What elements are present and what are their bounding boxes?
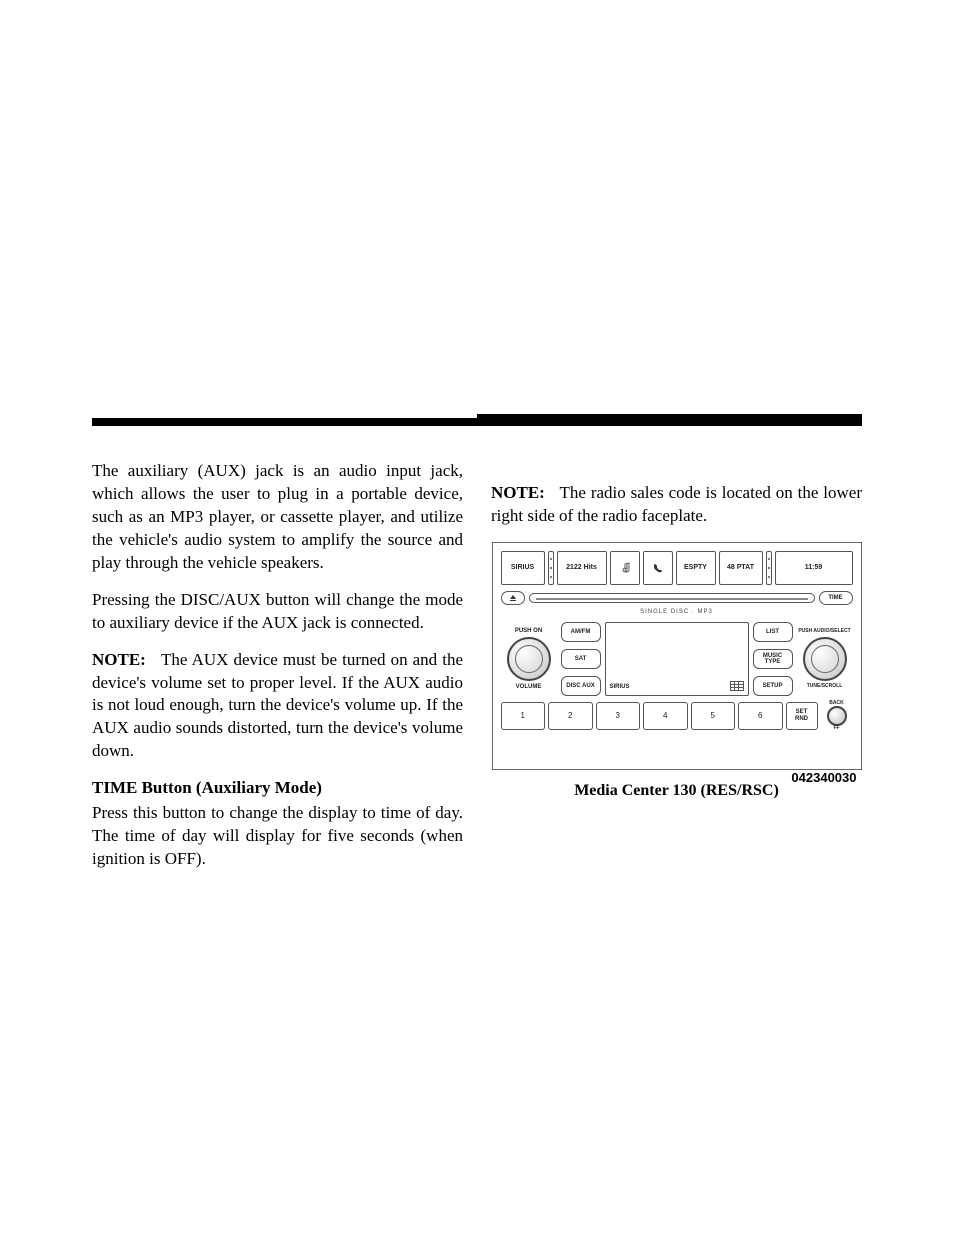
left-column: The auxiliary (AUX) jack is an audio inp… xyxy=(92,460,463,871)
seek-knob[interactable] xyxy=(827,706,847,726)
seek-knob-block: BACK FF xyxy=(821,702,853,730)
back-label: BACK xyxy=(821,700,853,707)
radio-faceplate-image: SIRIUS 2122 Hits ESPTY 48 PTAT 11:59 xyxy=(492,542,862,770)
list-button[interactable]: LIST xyxy=(753,622,793,642)
header-rule xyxy=(92,418,862,426)
preset-5-button[interactable]: 5 xyxy=(691,702,736,730)
set-rnd-button[interactable]: SET RND xyxy=(786,702,818,730)
volume-knob[interactable] xyxy=(507,637,551,681)
rnd-label: RND xyxy=(795,716,808,723)
tune-knob-bottom-label: TUNE/SCROLL xyxy=(807,683,843,690)
radio-lcd-row: SIRIUS 2122 Hits ESPTY 48 PTAT 11:59 xyxy=(501,551,853,585)
sat-button[interactable]: SAT xyxy=(561,649,601,669)
preset-row: 1 2 3 4 5 6 SET RND BACK FF xyxy=(501,702,853,730)
radio-figure: SIRIUS 2122 Hits ESPTY 48 PTAT 11:59 xyxy=(491,542,862,802)
preset-4-button[interactable]: 4 xyxy=(643,702,688,730)
lcd-ptat: 48 PTAT xyxy=(719,551,763,585)
note-body xyxy=(151,650,161,669)
lcd-mode: SIRIUS xyxy=(501,551,545,585)
radio-subtext: SINGLE DISC · MP3 xyxy=(501,608,853,616)
amfm-button[interactable]: AM/FM xyxy=(561,622,601,642)
time-button[interactable]: TIME xyxy=(819,591,853,605)
volume-knob-bottom-label: VOLUME xyxy=(516,683,542,691)
time-button-heading: TIME Button (Auxiliary Mode) xyxy=(92,777,463,800)
radio-controls-row: PUSH ON VOLUME AM/FM SAT DISC AUX SIRIUS xyxy=(501,622,853,696)
sales-code-body: The radio sales code is located on the l… xyxy=(491,483,862,525)
disc-slot[interactable] xyxy=(529,593,815,603)
figure-code: 042340030 xyxy=(791,769,856,787)
center-sirius-label: SIRIUS xyxy=(610,683,630,691)
tune-knob[interactable] xyxy=(803,637,847,681)
volume-knob-top-label: PUSH ON xyxy=(515,627,542,635)
tune-knob-block: PUSH AUDIO/SELECT TUNE/SCROLL xyxy=(797,622,853,696)
lcd-divider-icon-2 xyxy=(766,551,772,585)
ff-label: FF xyxy=(821,725,853,732)
eject-button[interactable] xyxy=(501,591,525,605)
disc-aux-button[interactable]: DISC AUX xyxy=(561,676,601,696)
volume-knob-block: PUSH ON VOLUME xyxy=(501,622,557,696)
figure-caption: Media Center 130 (RES/RSC) xyxy=(574,780,779,802)
lcd-espty: ESPTY xyxy=(676,551,716,585)
aux-note-body: The AUX device must be turned on and the… xyxy=(92,650,463,761)
radio-center-screen: SIRIUS xyxy=(605,622,749,696)
disc-aux-paragraph: Pressing the DISC/AUX button will change… xyxy=(92,589,463,635)
lcd-clock: 11:59 xyxy=(775,551,853,585)
note-label: NOTE: xyxy=(92,650,146,669)
lcd-station: 2122 Hits xyxy=(557,551,607,585)
note-label-right: NOTE: xyxy=(491,483,545,502)
lcd-divider-icon xyxy=(548,551,554,585)
preset-2-button[interactable]: 2 xyxy=(548,702,593,730)
radio-face: SIRIUS 2122 Hits ESPTY 48 PTAT 11:59 xyxy=(501,551,853,730)
preset-1-button[interactable]: 1 xyxy=(501,702,546,730)
sales-code-note: NOTE: The radio sales code is located on… xyxy=(491,482,862,528)
left-button-stack: AM/FM SAT DISC AUX xyxy=(561,622,601,696)
right-column: NOTE: The radio sales code is located on… xyxy=(491,460,862,871)
time-button-paragraph: Press this button to change the display … xyxy=(92,802,463,871)
music-type-button[interactable]: MUSIC TYPE xyxy=(753,649,793,669)
right-button-stack: LIST MUSIC TYPE SETUP xyxy=(753,622,793,696)
setup-button[interactable]: SETUP xyxy=(753,676,793,696)
lcd-music-note-icon xyxy=(610,551,640,585)
page-content: The auxiliary (AUX) jack is an audio inp… xyxy=(92,460,862,871)
set-label: SET xyxy=(796,709,808,716)
lcd-phone-icon xyxy=(643,551,673,585)
radio-slot-row: TIME xyxy=(501,591,853,605)
preset-6-button[interactable]: 6 xyxy=(738,702,783,730)
aux-jack-paragraph: The auxiliary (AUX) jack is an audio inp… xyxy=(92,460,463,575)
tune-knob-top-label: PUSH AUDIO/SELECT xyxy=(798,628,850,635)
preset-3-button[interactable]: 3 xyxy=(596,702,641,730)
keypad-icon xyxy=(730,681,744,691)
aux-note-paragraph: NOTE: The AUX device must be turned on a… xyxy=(92,649,463,764)
